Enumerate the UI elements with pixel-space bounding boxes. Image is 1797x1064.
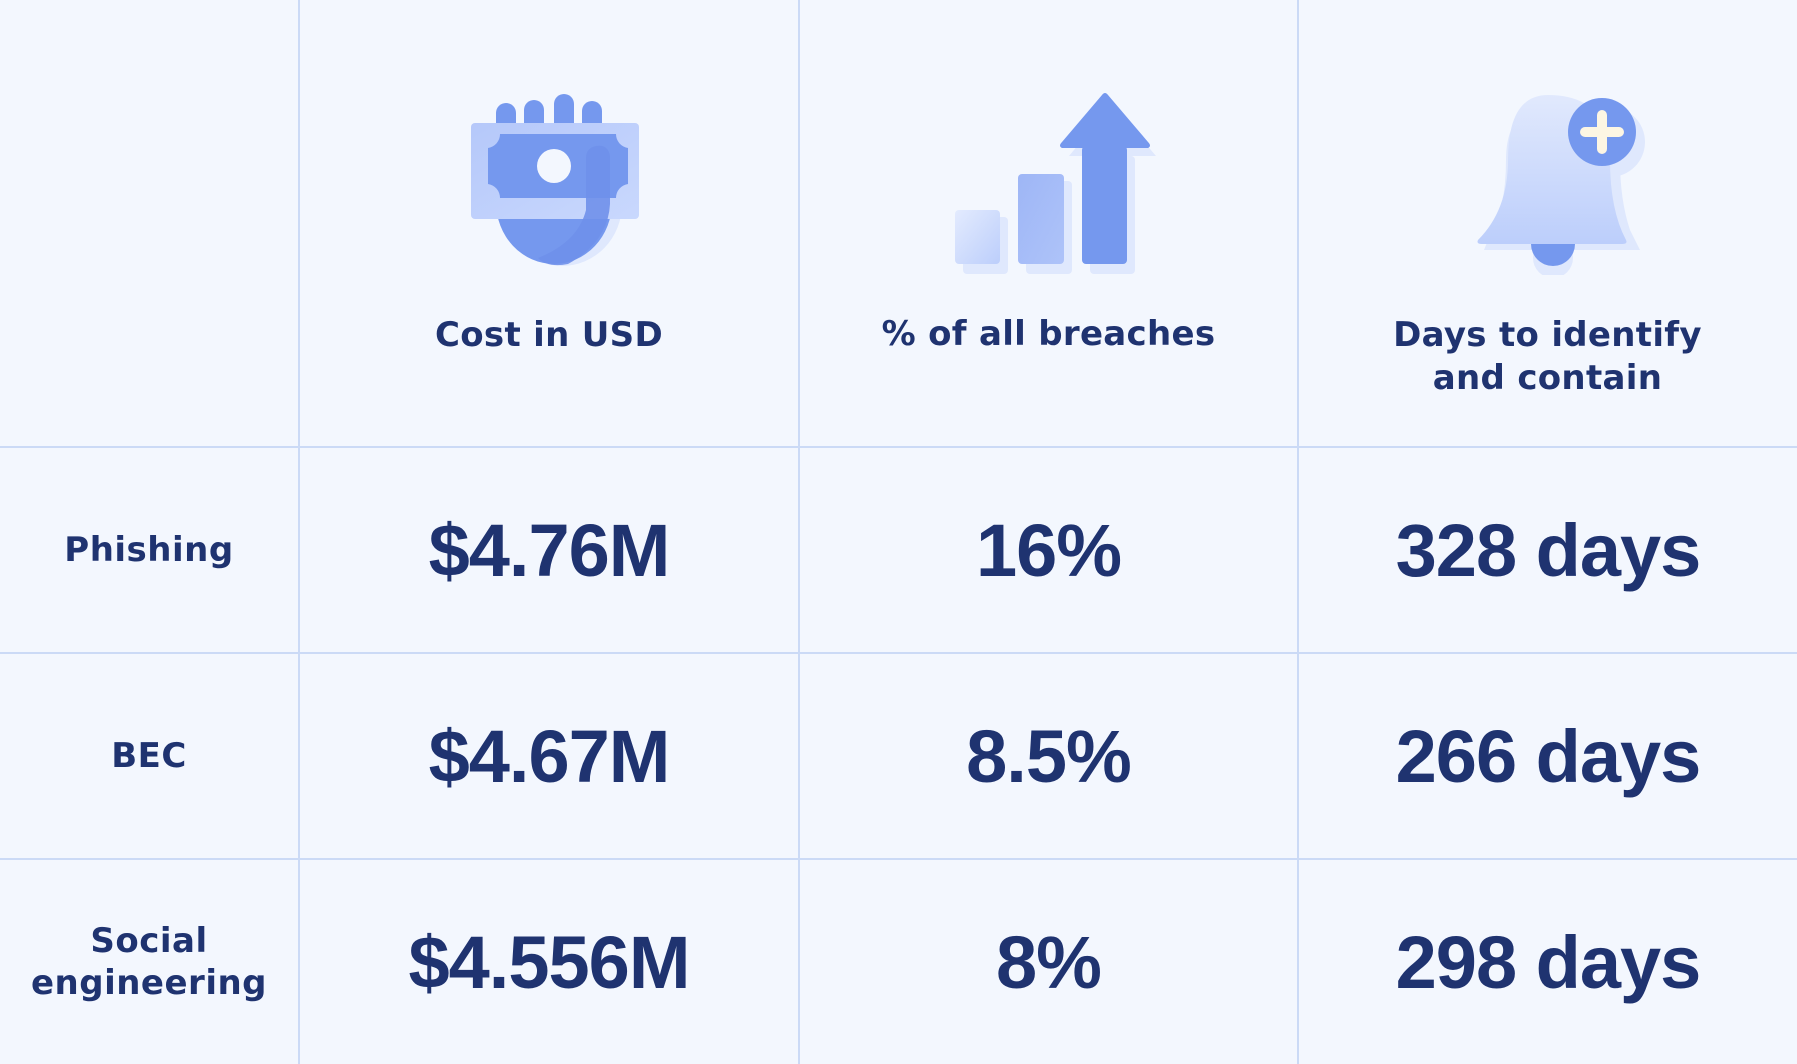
- row-label-bec: BEC: [0, 654, 298, 858]
- cell-phishing-days: 328 days: [1299, 448, 1797, 652]
- row-label-phishing: Phishing: [0, 448, 298, 652]
- percent-value: 8%: [996, 920, 1102, 1004]
- header-days-line-2: and contain: [1432, 358, 1663, 398]
- row-label-line-1: Social: [90, 921, 208, 961]
- cell-bec-days: 266 days: [1299, 654, 1797, 858]
- days-value: 328 days: [1395, 508, 1702, 592]
- bar-chart-arrow-up-icon: [952, 90, 1162, 280]
- row-label-text: BEC: [111, 736, 187, 776]
- row-divider: [0, 858, 1797, 860]
- cell-social-engineering-cost: $4.556M: [300, 860, 798, 1064]
- cost-value: $4.76M: [428, 508, 671, 592]
- days-value: 298 days: [1395, 920, 1702, 1004]
- column-divider: [1297, 0, 1299, 1064]
- cell-social-engineering-days: 298 days: [1299, 860, 1797, 1064]
- row-divider: [0, 652, 1797, 654]
- bell-plus-icon: [1470, 90, 1650, 278]
- column-divider: [298, 0, 300, 1064]
- row-label-social-engineering: Social engineering: [0, 860, 298, 1064]
- row-label-text: Phishing: [64, 530, 234, 570]
- header-percent-of-breaches: % of all breaches: [881, 314, 1216, 354]
- row-divider: [0, 446, 1797, 448]
- cell-social-engineering-percent: 8%: [800, 860, 1297, 1064]
- cost-value: $4.556M: [408, 920, 691, 1004]
- cell-phishing-percent: 16%: [800, 448, 1297, 652]
- cell-bec-cost: $4.67M: [300, 654, 798, 858]
- cell-bec-percent: 8.5%: [800, 654, 1297, 858]
- cost-value: $4.67M: [428, 714, 671, 798]
- header-cost-in-usd: Cost in USD: [435, 315, 663, 355]
- money-hand-icon: [468, 92, 644, 272]
- header-days-line-1: Days to identify: [1393, 315, 1702, 355]
- days-value: 266 days: [1395, 714, 1702, 798]
- cell-phishing-cost: $4.76M: [300, 448, 798, 652]
- row-label-line-2: engineering: [30, 963, 268, 1003]
- percent-value: 8.5%: [966, 714, 1132, 798]
- percent-value: 16%: [975, 508, 1122, 592]
- column-divider: [798, 0, 800, 1064]
- header-days-to-identify: Days to identify and contain: [1298, 314, 1797, 400]
